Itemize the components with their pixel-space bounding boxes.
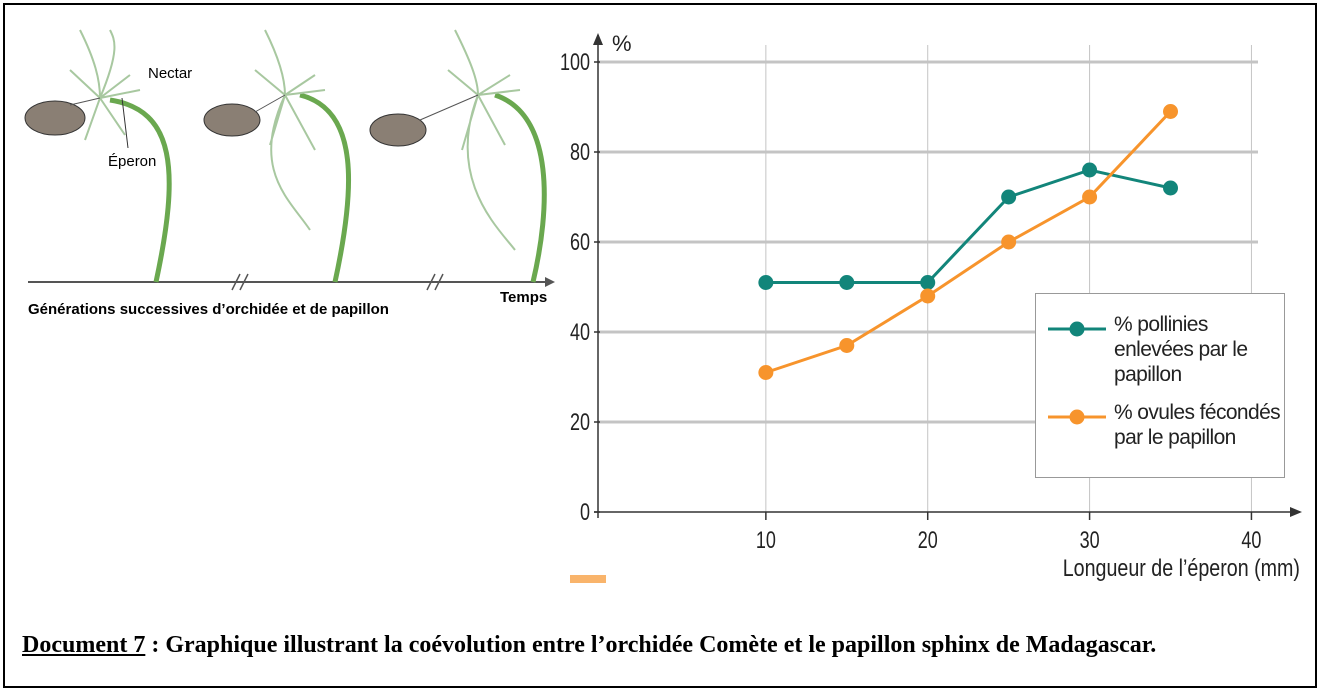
caption: Document 7 : Graphique illustrant la coé… (22, 627, 1292, 664)
y-tick-label: 0 (580, 500, 590, 526)
x-tick-label: 10 (756, 528, 776, 554)
artifact (570, 575, 606, 583)
data-point (839, 275, 854, 290)
y-tick-label: 60 (570, 230, 590, 256)
legend-item: % pollinies enlevées par le papillon (1036, 312, 1286, 382)
data-point (920, 275, 935, 290)
flower (255, 30, 325, 230)
y-tick-label: 20 (570, 410, 590, 436)
illustration-caption: Générations successives d’orchidée et de… (28, 301, 389, 318)
x-tick-label: 30 (1080, 528, 1100, 554)
legend-label: % pollinies enlevées par le papillon (1114, 312, 1282, 387)
illustration (25, 30, 555, 290)
nectar-label: Nectar (148, 65, 192, 82)
legend: % pollinies enlevées par le papillon % ov… (1035, 293, 1285, 478)
arrowhead (545, 277, 555, 287)
moth (25, 101, 85, 135)
data-point (1163, 181, 1178, 196)
y-tick-label: 100 (560, 50, 590, 76)
data-point (1001, 235, 1016, 250)
legend-marker (1070, 410, 1085, 425)
document-label: Document 7 (22, 632, 145, 658)
x-axis-label: Longueur de l’éperon (mm) (1063, 554, 1300, 581)
legend-swatch (1036, 400, 1114, 450)
x-tick-label: 40 (1241, 528, 1261, 554)
eperon-label: Éperon (108, 153, 156, 170)
document-text: : Graphique illustrant la coévolution en… (145, 632, 1156, 658)
y-axis-label: % (612, 31, 632, 56)
legend-label: % ovules fécondés par le papillon (1114, 400, 1282, 450)
legend-item: % ovules fécondés par le papillon (1036, 400, 1286, 470)
data-point (920, 289, 935, 304)
moth (370, 114, 426, 146)
stem (300, 95, 349, 282)
data-point (758, 275, 773, 290)
legend-marker (1070, 322, 1085, 337)
data-point (758, 365, 773, 380)
data-point (1082, 190, 1097, 205)
x-tick-label: 20 (918, 528, 938, 554)
y-tick-label: 80 (570, 140, 590, 166)
arrowhead (593, 33, 603, 45)
legend-swatch (1036, 312, 1114, 362)
arrowhead (1290, 507, 1302, 517)
moth (204, 104, 260, 136)
time-label: Temps (500, 289, 547, 306)
y-tick-label: 40 (570, 320, 590, 346)
flower (448, 30, 520, 250)
data-point (1082, 163, 1097, 178)
data-point (1163, 104, 1178, 119)
page: Nectar Éperon Temps Générations successi… (0, 0, 1320, 691)
data-point (1001, 190, 1016, 205)
stem (495, 95, 544, 282)
series-line (766, 170, 1171, 283)
data-point (839, 338, 854, 353)
